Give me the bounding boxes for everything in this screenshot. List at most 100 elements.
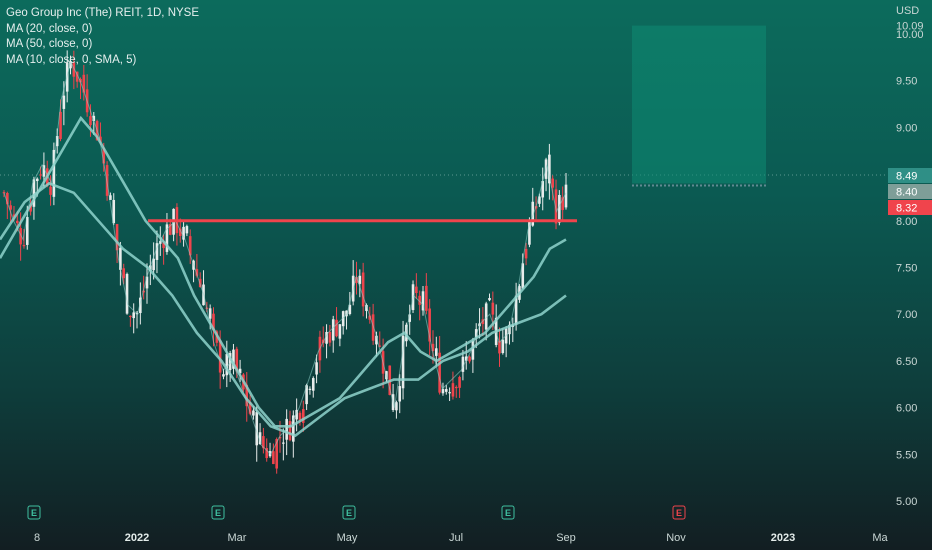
- x-tick-label: 2023: [771, 532, 795, 544]
- candle: [428, 299, 431, 356]
- candle-body: [541, 181, 545, 198]
- earnings-marker-box: [342, 505, 356, 520]
- candle: [109, 192, 112, 200]
- candle-body: [464, 356, 468, 361]
- candle: [441, 382, 445, 396]
- candle-body: [398, 386, 402, 402]
- candle-body: [331, 319, 335, 341]
- earnings-marker-box: [672, 505, 686, 520]
- candle-body: [72, 62, 76, 77]
- candle: [351, 260, 355, 306]
- candle-body: [212, 313, 215, 331]
- y-tick-label: 6.50: [896, 356, 917, 368]
- candle-body: [415, 286, 418, 294]
- candle-body: [132, 312, 135, 319]
- candle-body: [75, 71, 79, 82]
- candle-body: [458, 376, 461, 388]
- candle-body: [558, 194, 561, 223]
- x-tick-label: May: [337, 532, 358, 544]
- candle: [504, 326, 508, 358]
- price-tag-label: 8.32: [896, 203, 917, 215]
- y-tick-label: 7.50: [896, 263, 917, 275]
- candle-body: [6, 192, 9, 205]
- candle: [311, 376, 315, 398]
- candle: [318, 330, 322, 373]
- legend-ma-20[interactable]: MA (20, close, 0): [6, 22, 93, 35]
- chart-legend: Geo Group Inc (The) REIT, 1D, NYSE MA (2…: [6, 6, 199, 68]
- x-tick-label: Nov: [666, 532, 686, 544]
- candle: [524, 242, 528, 266]
- candle: [338, 324, 342, 347]
- candle: [232, 343, 235, 375]
- candle: [145, 263, 149, 304]
- candle-body: [301, 409, 305, 423]
- candle: [498, 327, 501, 367]
- candle: [331, 315, 335, 353]
- candle-body: [16, 220, 19, 224]
- candle-body: [454, 386, 458, 389]
- candle: [172, 208, 175, 242]
- candle-body: [52, 149, 56, 197]
- candle-body: [232, 349, 235, 369]
- candle-body: [178, 228, 182, 237]
- legend-ma-50[interactable]: MA (50, close, 0): [6, 38, 93, 50]
- candle-body: [158, 241, 162, 244]
- earnings-marker: E: [672, 505, 686, 520]
- x-axis: 8 2022 Mar May Jul Sep Nov 2023 Ma: [34, 532, 889, 544]
- candle-body: [428, 308, 431, 342]
- y-tick-label: 10.00: [896, 29, 924, 41]
- price-tag-bg: [888, 184, 932, 199]
- candle-body: [341, 311, 345, 327]
- candle-body: [129, 315, 132, 318]
- candle-body: [498, 341, 501, 354]
- x-tick-label: Sep: [556, 532, 576, 544]
- candle: [544, 157, 548, 192]
- candle-body: [168, 224, 172, 235]
- candle-body: [345, 310, 348, 317]
- candle-body: [22, 245, 26, 247]
- candle-body: [418, 295, 421, 305]
- candle: [454, 385, 458, 398]
- candle-body: [371, 314, 375, 341]
- candle: [451, 371, 455, 400]
- candle-body: [338, 324, 342, 339]
- legend-ma-10-sma[interactable]: MA (10, close, 0, SMA, 5): [6, 53, 137, 66]
- candle-body: [315, 362, 318, 375]
- candle: [72, 50, 76, 90]
- candle-body: [474, 329, 478, 337]
- candle-body: [102, 147, 106, 164]
- candle: [551, 175, 554, 201]
- y-top-partial-label: 10.09: [896, 21, 924, 33]
- candle: [132, 303, 135, 334]
- candle: [511, 317, 515, 343]
- candle-body: [222, 374, 225, 377]
- candle: [308, 386, 312, 395]
- candle: [188, 229, 192, 264]
- candle: [341, 310, 345, 335]
- legend-symbol-title[interactable]: Geo Group Inc (The) REIT, 1D, NYSE: [6, 7, 200, 19]
- candle: [378, 331, 382, 348]
- candle: [438, 336, 441, 395]
- candle-body: [305, 385, 308, 405]
- candle: [335, 307, 338, 338]
- candle: [282, 428, 285, 461]
- candle: [501, 328, 505, 355]
- candle-body: [109, 195, 112, 200]
- earnings-marker: E: [27, 505, 41, 520]
- candle: [408, 304, 412, 335]
- price-tag-bg: [888, 168, 932, 183]
- candle: [361, 262, 365, 317]
- candle-body: [538, 196, 541, 204]
- candle: [345, 310, 348, 330]
- candle: [272, 443, 275, 465]
- candle-body: [272, 451, 275, 465]
- candle: [301, 400, 305, 432]
- candle: [444, 384, 448, 395]
- candle: [421, 285, 425, 316]
- x-tick-label: Mar: [228, 532, 247, 544]
- candle: [358, 269, 362, 298]
- x-tick-label: Ma: [872, 532, 888, 544]
- candle: [325, 324, 328, 359]
